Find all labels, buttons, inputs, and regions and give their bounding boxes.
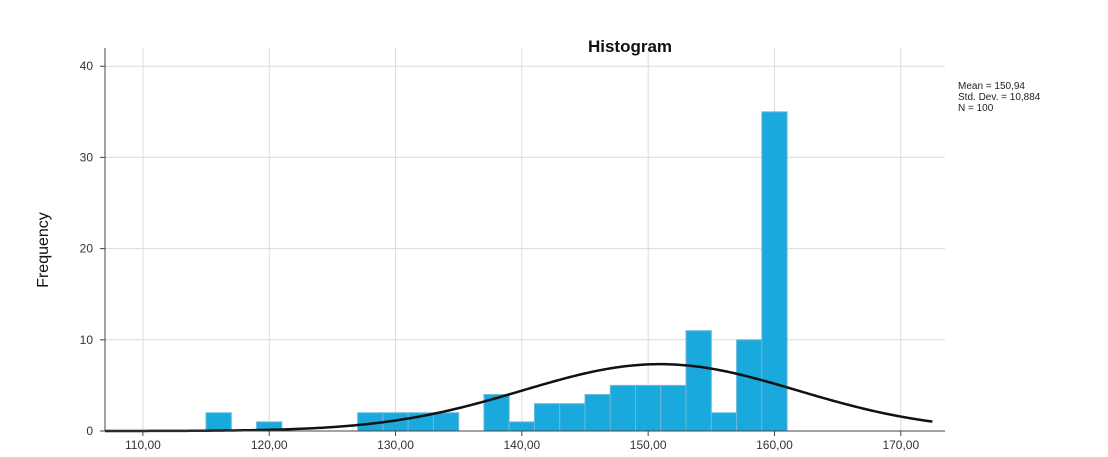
y-tick-label: 0	[86, 424, 93, 438]
stats-std-dev: Std. Dev. = 10,884	[958, 92, 1041, 103]
histogram-bar	[736, 339, 763, 432]
normal-curve	[105, 362, 933, 433]
histogram-bar	[609, 384, 637, 432]
histogram-bar	[635, 384, 662, 432]
y-tick-label: 40	[80, 59, 94, 73]
stats-n: N = 100	[958, 103, 994, 114]
y-tick-label: 10	[80, 333, 94, 347]
y-tick-label: 30	[80, 150, 94, 164]
stats-box: Mean = 150,94 Std. Dev. = 10,884 N = 100	[958, 81, 1041, 114]
histogram-bar	[685, 330, 712, 432]
histogram-bar	[508, 421, 535, 432]
x-tick-label: 170,00	[882, 438, 919, 452]
x-tick-label: 120,00	[251, 438, 288, 452]
x-tick-label: 140,00	[503, 438, 540, 452]
histogram-bar	[660, 384, 687, 432]
axes	[100, 48, 945, 436]
x-tick-label: 160,00	[756, 438, 793, 452]
histogram-bar	[205, 412, 232, 432]
histogram-bar	[559, 403, 586, 432]
x-tick-label: 130,00	[377, 438, 414, 452]
x-tick-label: 110,00	[125, 438, 161, 452]
histogram-bars	[205, 111, 788, 432]
tick-labels: 0 10 20 30 40 110,00 120,00 130,00 140,00 150,00 1…	[80, 59, 920, 452]
chart-title: Histogram	[588, 37, 672, 56]
y-axis-label: Frequency	[35, 212, 52, 288]
x-tick-label: 150,00	[630, 438, 667, 452]
histogram-bar	[533, 403, 561, 432]
histogram-bar	[584, 394, 611, 432]
y-tick-label: 20	[80, 242, 94, 256]
histogram-bar	[432, 412, 460, 432]
histogram-bar	[710, 412, 738, 432]
stats-mean: Mean = 150,94	[958, 81, 1025, 92]
grid-lines	[105, 48, 945, 431]
